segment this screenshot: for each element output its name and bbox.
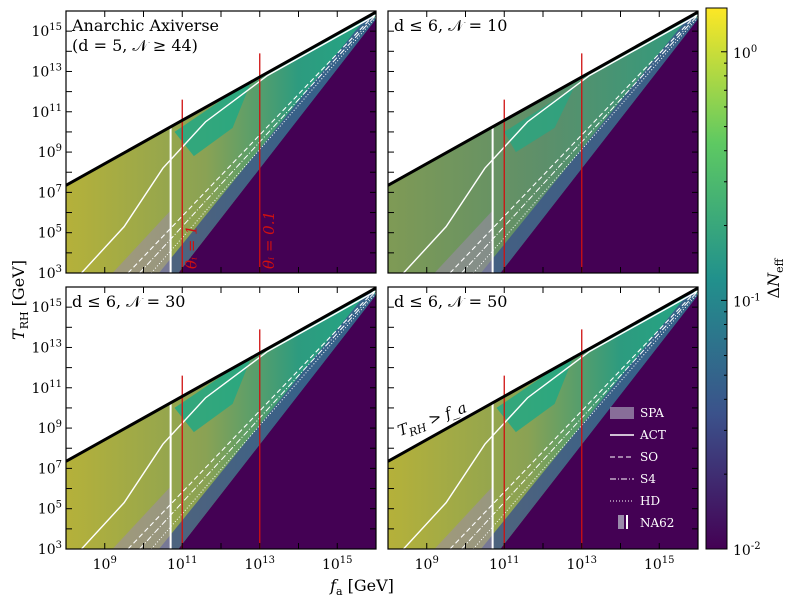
- transition-band: [159, 15, 376, 273]
- legend-entry: HD: [640, 494, 660, 508]
- colorbar-tick-label: 100: [733, 44, 757, 62]
- y-tick-label: 109: [38, 143, 62, 161]
- spa-region: [434, 486, 493, 549]
- y-tick-label: 103: [38, 540, 62, 558]
- peak-region: [174, 355, 252, 433]
- trh-equals-fa-line: [66, 287, 376, 463]
- theta-1-label: θᵢ = 1: [182, 225, 200, 269]
- spa-region: [112, 486, 171, 549]
- panel-2: d ≤ 6, 𝒩 = 10: [387, 10, 699, 274]
- x-tick-label: 1013: [244, 555, 275, 573]
- s4-curve: [139, 14, 376, 273]
- colorbar-tick-label: 10-1: [733, 292, 761, 310]
- y-tick-label: 1015: [31, 298, 62, 316]
- act-curve: [80, 290, 376, 549]
- x-axis-label: fa [GeV]: [329, 576, 394, 598]
- y-axis-label: TRH [GeV]: [9, 260, 31, 340]
- y-tick-label: 1011: [31, 103, 62, 121]
- so-curve: [127, 12, 376, 273]
- y-tick-label: 105: [38, 224, 62, 242]
- panel-3: 109 1011 1013 1015 103 105 107 109 1011 1013 1015 d…: [31, 286, 377, 573]
- spa-region: [434, 210, 493, 273]
- trh-equals-fa-line: [66, 11, 376, 187]
- trh-equals-fa-line: [388, 11, 698, 187]
- transition-band: [481, 15, 698, 273]
- y-tick-label: 103: [38, 264, 62, 282]
- panel-title: d ≤ 6, 𝒩 = 30: [72, 292, 185, 311]
- so-curve: [449, 12, 698, 273]
- panel-subtitle: (d = 5, 𝒩 ≥ 44): [72, 36, 198, 55]
- peak-region: [504, 87, 574, 153]
- so-curve: [449, 288, 698, 549]
- legend-swatch: [610, 407, 634, 419]
- x-tick-label: 109: [93, 555, 117, 573]
- colorbar-label: ΔNeff: [764, 257, 786, 298]
- x-tick-label: 1013: [566, 555, 597, 573]
- y-tick-label: 105: [38, 500, 62, 518]
- peak-region: [174, 79, 252, 157]
- y-tick-label: 107: [38, 183, 62, 201]
- s4-curve: [461, 290, 698, 549]
- act-curve: [402, 290, 698, 549]
- legend: SPA ACT SO S4 HD NA62: [610, 406, 674, 530]
- s4-curve: [461, 14, 698, 273]
- x-tick-label: 1011: [489, 555, 520, 573]
- colorbar-tick-label: 10-2: [733, 541, 761, 559]
- y-tick-label: 109: [38, 419, 62, 437]
- act-curve: [80, 14, 376, 273]
- x-tick-label: 109: [415, 555, 439, 573]
- colorbar-gradient: [705, 7, 728, 550]
- peak-region: [496, 355, 574, 433]
- so-curve: [127, 288, 376, 549]
- panel-1: 103 105 107 109 1011 1013 1015 Anarchic Axivers…: [31, 10, 377, 282]
- y-tick-label: 107: [38, 459, 62, 477]
- transition-band: [481, 291, 698, 549]
- trh-equals-fa-line: [388, 287, 698, 463]
- legend-entry: NA62: [640, 516, 674, 530]
- legend-entry: SO: [640, 450, 658, 464]
- s4-curve: [139, 290, 376, 549]
- theta-01-label: θᵢ = 0.1: [260, 211, 278, 269]
- panel-title: d ≤ 6, 𝒩 = 50: [394, 292, 507, 311]
- y-tick-label: 1015: [31, 22, 62, 40]
- act-curve: [402, 14, 698, 273]
- legend-entry: ACT: [639, 428, 666, 442]
- y-tick-label: 1013: [31, 62, 62, 80]
- x-tick-label: 1015: [644, 555, 675, 573]
- legend-entry: S4: [640, 472, 656, 486]
- x-tick-label: 1015: [322, 555, 353, 573]
- panels-group: 103 105 107 109 1011 1013 1015 Anarchic Axivers…: [31, 10, 699, 573]
- panel-title: Anarchic Axiverse: [71, 16, 219, 35]
- colorbar: 100 10-1 10-2 ΔNeff: [705, 7, 786, 559]
- y-tick-label: 1011: [31, 379, 62, 397]
- transition-band: [159, 291, 376, 549]
- spa-region: [112, 210, 171, 273]
- legend-entry: SPA: [640, 406, 664, 420]
- panel-title: d ≤ 6, 𝒩 = 10: [394, 16, 507, 35]
- x-tick-label: 1011: [167, 555, 198, 573]
- y-tick-label: 1013: [31, 338, 62, 356]
